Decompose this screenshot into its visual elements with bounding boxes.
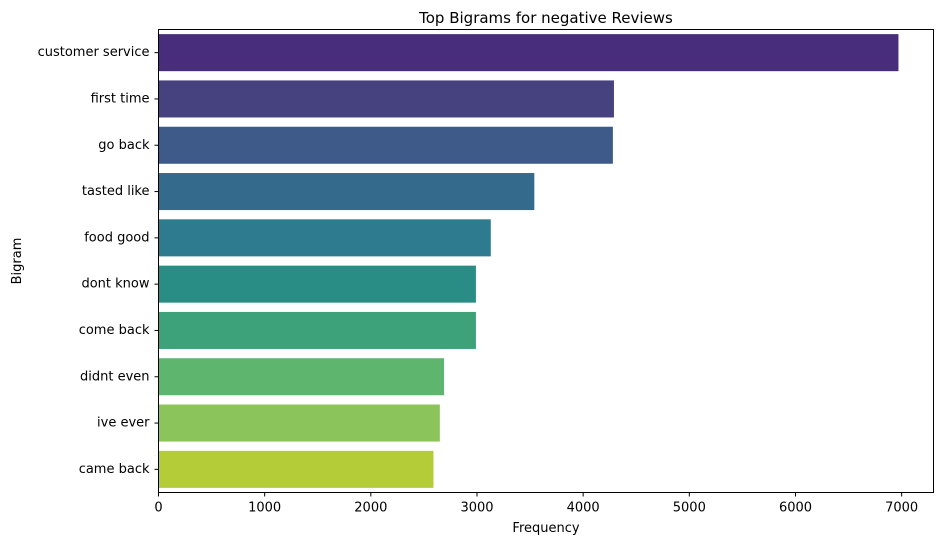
y-tick-labels: customer service first time go back tasted … bbox=[38, 45, 159, 477]
y-tick-label: come back bbox=[79, 323, 150, 338]
x-tick-label: 7000 bbox=[885, 501, 918, 516]
bar-ive-ever bbox=[158, 404, 440, 442]
x-tick-label: 4000 bbox=[567, 501, 600, 516]
y-tick-label: tasted like bbox=[82, 184, 150, 199]
x-tick-label: 3000 bbox=[460, 501, 493, 516]
bar-come-back bbox=[158, 311, 476, 349]
x-tick-label: 1000 bbox=[248, 501, 281, 516]
y-tick-label: ive ever bbox=[97, 416, 150, 431]
bar-tasted-like bbox=[158, 173, 535, 211]
bars-group bbox=[158, 34, 899, 488]
bar-dont-know bbox=[158, 265, 476, 303]
y-tick-label: first time bbox=[91, 91, 150, 106]
x-tick-labels: 0 1000 2000 3000 4000 5000 6000 7000 bbox=[154, 492, 918, 516]
x-tick-label: 6000 bbox=[779, 501, 812, 516]
bar-food-good bbox=[158, 219, 491, 257]
chart-title: Top Bigrams for negative Reviews bbox=[418, 9, 673, 27]
bar-didnt-even bbox=[158, 358, 445, 396]
plot-frame bbox=[158, 29, 934, 493]
y-tick-label: customer service bbox=[38, 45, 150, 60]
bar-first-time bbox=[158, 80, 614, 118]
bar-customer-service bbox=[158, 34, 899, 72]
y-tick-label: didnt even bbox=[80, 369, 150, 384]
y-tick-label: go back bbox=[98, 138, 150, 153]
y-axis-label: Bigram bbox=[10, 238, 25, 285]
x-axis-label: Frequency bbox=[512, 521, 579, 536]
bar-came-back bbox=[158, 450, 434, 488]
y-tick-label: food good bbox=[84, 230, 149, 245]
y-tick-label: came back bbox=[79, 462, 150, 477]
bar-go-back bbox=[158, 126, 613, 164]
x-tick-label: 0 bbox=[154, 501, 162, 516]
y-tick-label: dont know bbox=[81, 277, 149, 292]
x-tick-label: 5000 bbox=[673, 501, 706, 516]
x-tick-label: 2000 bbox=[354, 501, 387, 516]
